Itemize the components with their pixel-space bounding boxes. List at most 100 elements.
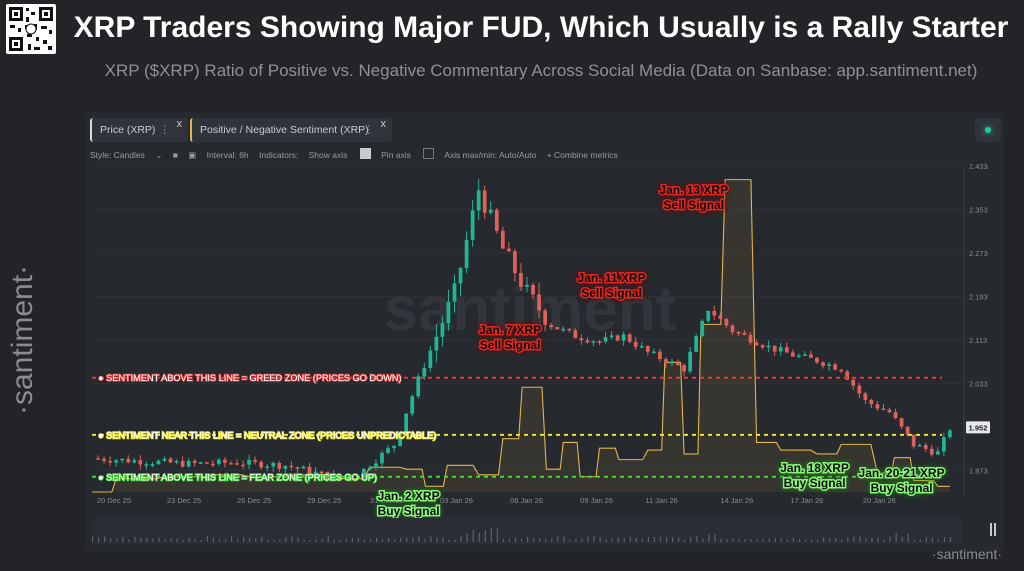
pin-axis-checkbox[interactable] (423, 148, 435, 159)
candle-body (174, 460, 179, 463)
calendar-icon[interactable]: ▣ (188, 150, 197, 160)
candle-body (519, 272, 523, 287)
volume-bar (496, 528, 498, 542)
volume-bar (309, 539, 311, 542)
candle-body (247, 459, 251, 465)
candle-body (156, 460, 161, 465)
x-tick-label: 20 Dec 25 (97, 496, 131, 505)
combine-metrics-button[interactable]: + Combine metrics (546, 150, 618, 160)
volume-bar (714, 534, 716, 542)
candle-body (271, 462, 276, 467)
candle-body (597, 341, 602, 343)
candle-body (108, 460, 112, 463)
candle-body (567, 328, 572, 331)
volume-bar (490, 527, 492, 542)
x-tick-label: 11 Jan 26 (645, 496, 677, 505)
chart-watermark: santiment (384, 275, 677, 344)
live-status-button[interactable] (975, 118, 1001, 142)
price-menu-icon[interactable]: ⋮ (159, 124, 171, 136)
volume-bar (647, 536, 650, 542)
annotation-sell-label: Sell Signal (581, 286, 642, 300)
candle-body (410, 396, 415, 414)
volume-bar (158, 537, 160, 542)
style-dropdown[interactable]: Style: Candles (90, 150, 145, 160)
candle-body (198, 462, 203, 464)
price-close-icon[interactable]: x (176, 118, 183, 130)
x-axis: 20 Dec 25 23 Dec 25 26 Dec 25 29 Dec 25 31 D… (97, 496, 896, 505)
y-tick-label: 2.353 (969, 205, 988, 214)
volume-bar (188, 537, 190, 542)
candle-body (664, 359, 668, 364)
volume-bar (285, 537, 287, 542)
volume-bar (478, 532, 480, 542)
interval-dropdown[interactable]: Interval: 6h (206, 150, 249, 160)
candle-body (241, 464, 245, 467)
candle-body (881, 408, 886, 411)
sentiment-menu-icon[interactable]: ⋮ (363, 124, 375, 136)
volume-bar (424, 538, 426, 542)
volume-bar (406, 537, 408, 542)
reference-label-fear: ● SENTIMENT ABOVE THIS LINE = FEAR ZONE … (98, 472, 377, 482)
volume-bar (551, 538, 553, 542)
volume-bar (267, 539, 269, 542)
volume-bar (726, 539, 728, 542)
candle-body (935, 451, 940, 455)
candle-body (875, 404, 880, 409)
y-tick-label: 2.113 (969, 336, 987, 345)
volume-bar (943, 536, 946, 542)
axis-minmax-dropdown[interactable]: Axis max/min: Auto/Auto (444, 150, 537, 160)
candle-body (694, 336, 699, 352)
candle-body (784, 347, 789, 353)
volume-bar (520, 538, 523, 542)
candle-body (712, 310, 717, 316)
candle-body (126, 458, 131, 463)
legend-chip-price[interactable]: Price (XRP) ⋮ x (90, 118, 188, 142)
chart-toolbar: Style: Candles ⌄ ■ ▣ Interval: 6h Indica… (90, 147, 626, 163)
volume-bar (841, 539, 843, 542)
volume-bar (720, 538, 722, 542)
annotation-buy-label: Buy Signal (784, 476, 846, 490)
candle-body (845, 371, 850, 380)
show-axis-checkbox[interactable] (359, 148, 371, 159)
color-swatch-icon[interactable]: ■ (172, 150, 178, 160)
annotation-sell-label: Sell Signal (480, 338, 541, 352)
volume-bar (949, 537, 952, 542)
indicators-dropdown[interactable]: Indicators: (259, 150, 299, 160)
volume-bar (611, 538, 613, 542)
volume-bar (363, 539, 366, 542)
candle-body (343, 476, 348, 478)
candle-body (658, 351, 662, 360)
volume-bar (587, 536, 589, 542)
candle-body (839, 369, 844, 372)
candle-body (337, 474, 342, 477)
volume-bar (877, 537, 879, 542)
candle-body (507, 248, 511, 252)
candle-body (766, 345, 771, 348)
candle-body (500, 230, 505, 249)
volume-bar (641, 538, 643, 542)
x-tick-label: 14 Jan 26 (720, 496, 753, 505)
chevron-down-icon[interactable]: ⌄ (155, 150, 163, 160)
legend-sentiment-label: Positive / Negative Sentiment (XRP) (200, 124, 369, 136)
candle-body (138, 460, 143, 465)
volume-bar (708, 533, 710, 542)
volume-bar (466, 533, 468, 542)
candle-body (905, 426, 910, 435)
volume-bar (780, 538, 782, 542)
sentiment-close-icon[interactable]: x (380, 118, 387, 130)
candle-body (114, 460, 119, 463)
candle-body (259, 461, 264, 468)
volume-bar (116, 538, 118, 542)
candle-body (815, 357, 819, 363)
annotation-buy-label: Buy Signal (871, 481, 933, 495)
side-brand-text: ·santiment· (6, 265, 39, 415)
candle-body (386, 448, 390, 453)
candle-body (223, 459, 227, 463)
candle-body (863, 393, 868, 400)
candle-body (603, 337, 608, 342)
candle-body (307, 466, 312, 474)
legend-chip-sentiment[interactable]: Positive / Negative Sentiment (XRP) ⋮ x (190, 118, 392, 142)
volume-bar (665, 537, 668, 542)
scroll-handle-left (990, 523, 992, 536)
volume-bar (327, 536, 329, 542)
